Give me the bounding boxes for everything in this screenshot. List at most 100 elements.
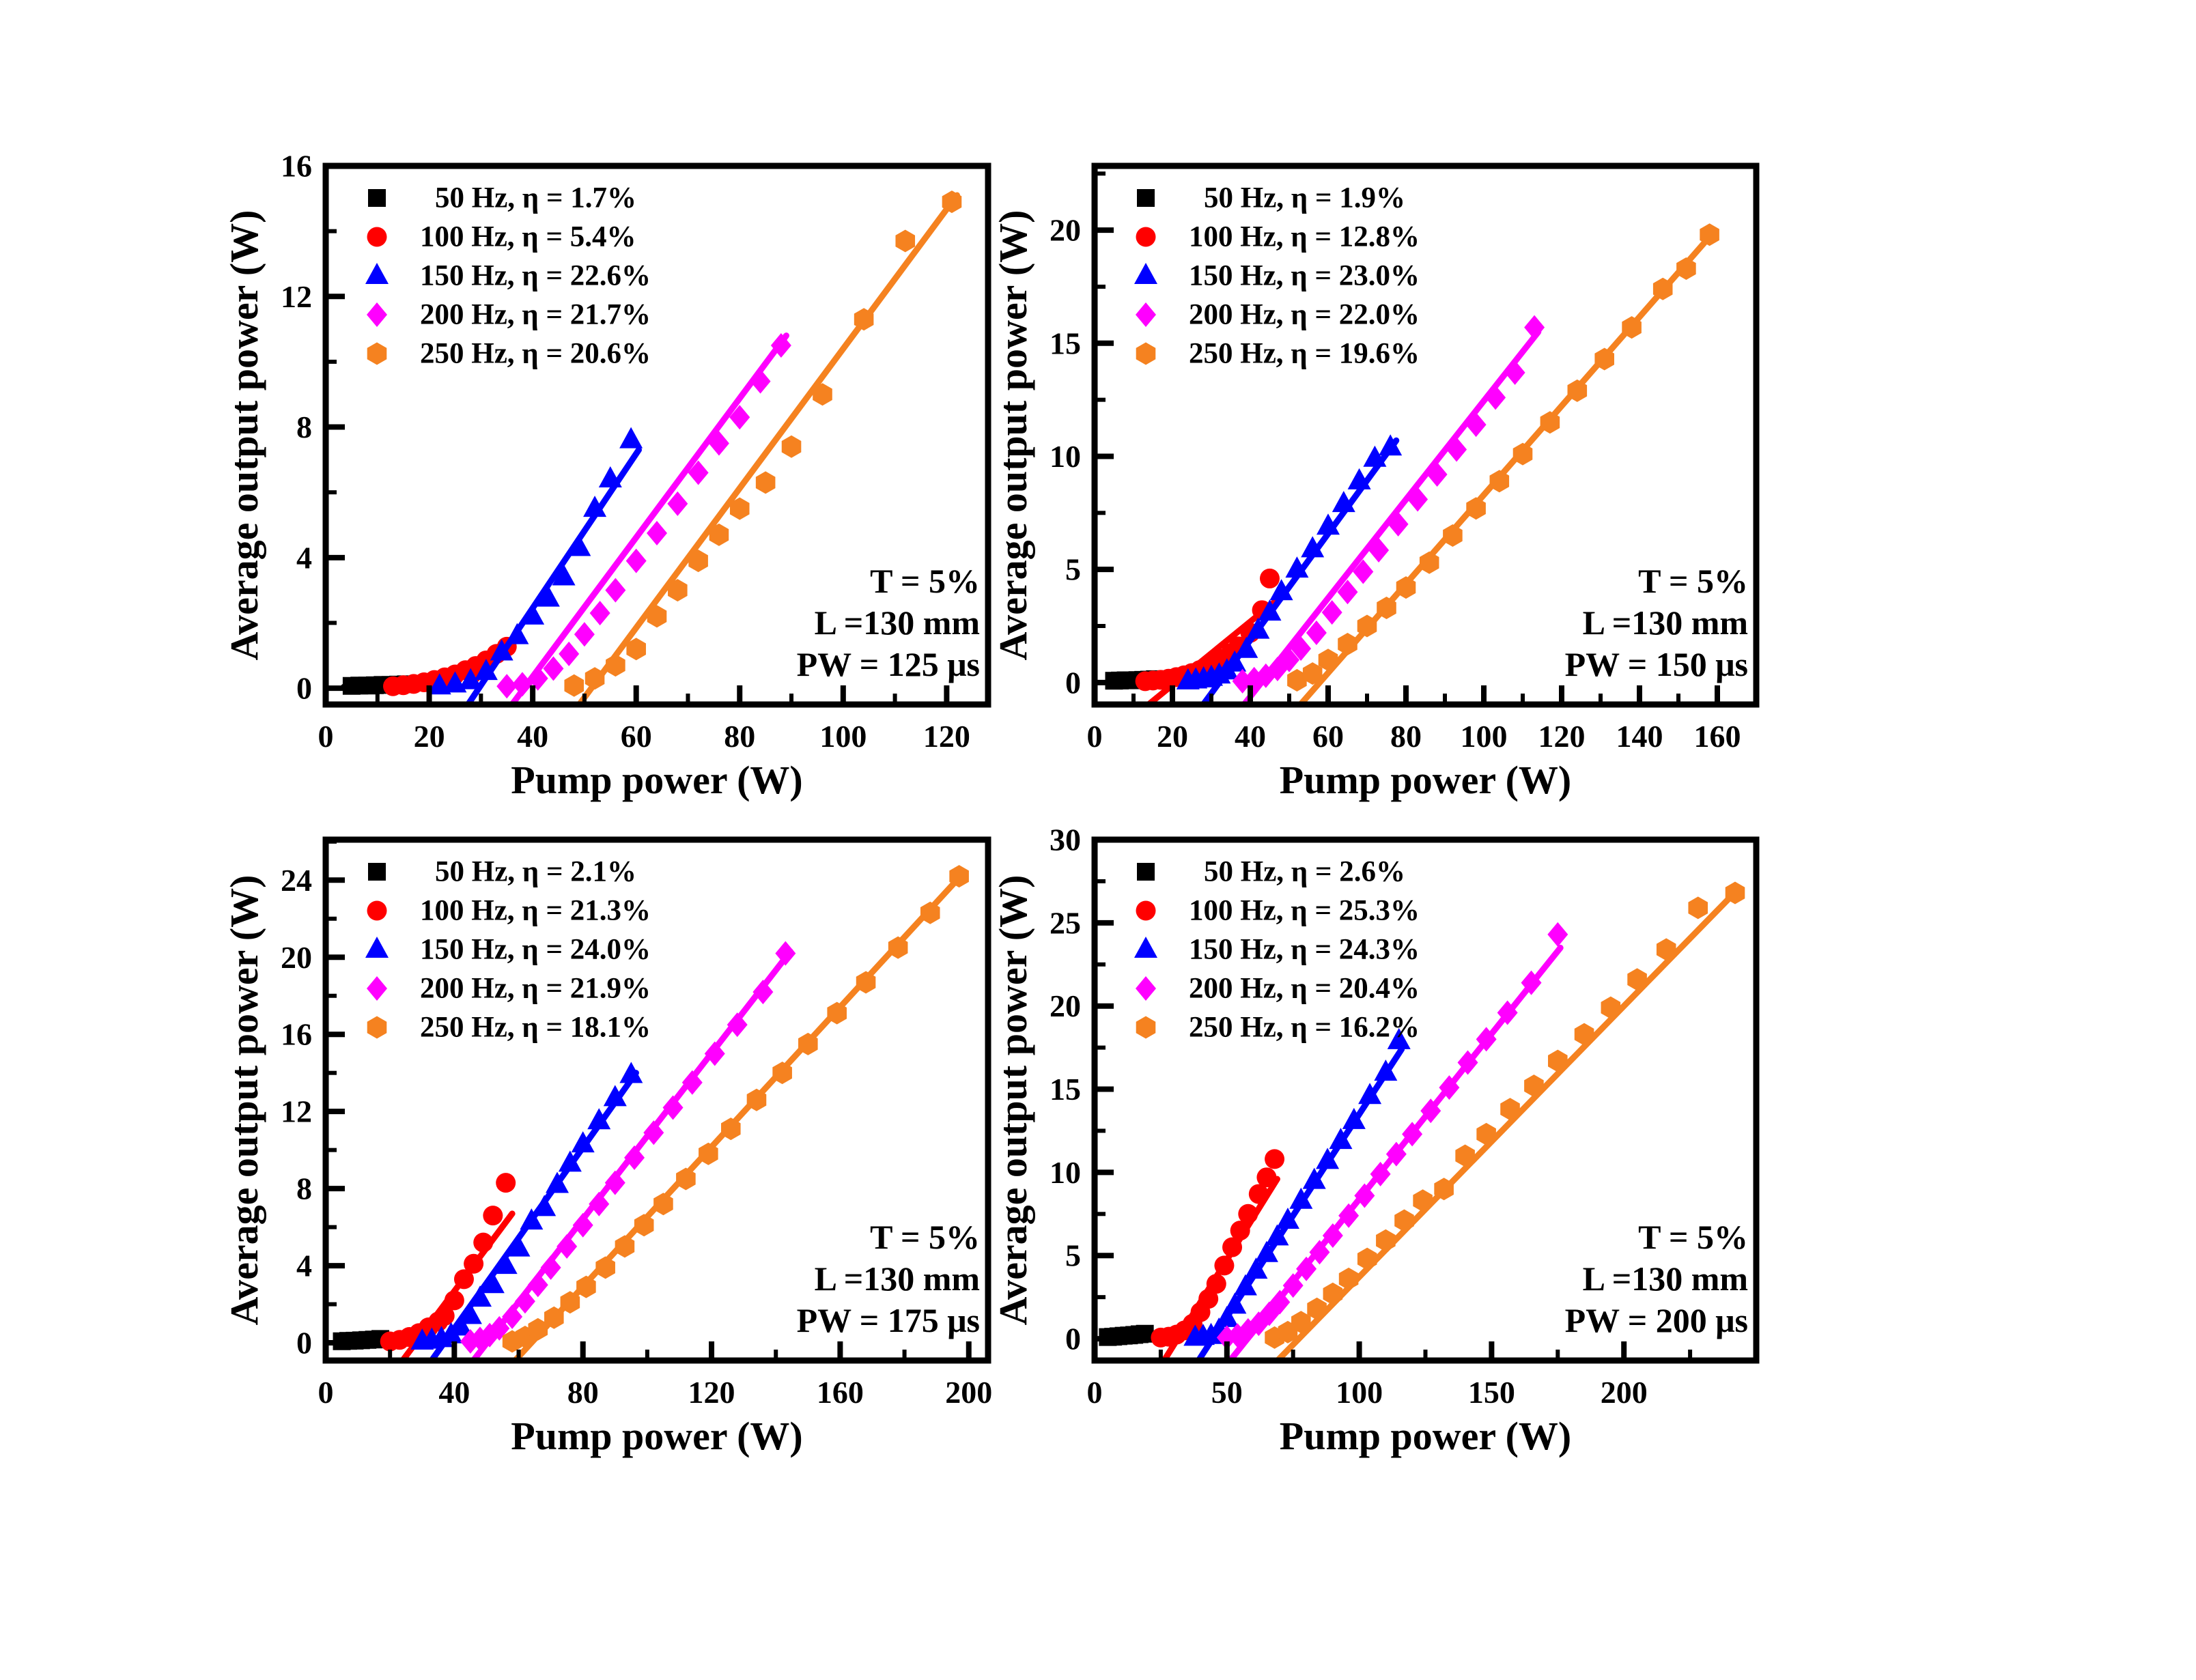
data-point [1260,568,1280,588]
series-150hz-markers [1176,434,1403,689]
data-point [1321,600,1342,625]
data-point [1434,1178,1454,1201]
data-point [1457,1050,1478,1075]
data-point [708,431,729,456]
x-axis-label: Pump power (W) [1280,1414,1571,1458]
data-point [1296,1256,1317,1281]
data-point [576,1275,596,1298]
data-point [459,668,483,689]
y-tick-label: 24 [281,863,312,898]
panel-pw-125: 0 20 40 60 80 100 120 0 4 8 12 16 Pump power (W) Aver… [222,149,991,802]
y-tick-label: 5 [1065,1238,1081,1273]
data-point [1512,442,1533,466]
data-point [681,1070,703,1095]
y-tick-label: 12 [281,1094,312,1129]
y-tick-label: 20 [1050,213,1081,248]
data-point [704,1041,725,1066]
data-point [1248,1184,1269,1204]
data-point [1287,669,1307,692]
series-50hz-markers [1099,1324,1154,1346]
data-point [489,1315,510,1341]
legend-label: 200 Hz, η = 22.0% [1189,299,1420,331]
data-point [888,936,908,959]
y-tick-label: 0 [296,1326,312,1361]
data-point [528,1318,548,1341]
legend-marker-diamond-icon [367,302,387,327]
data-point [520,1208,544,1230]
data-point [1357,614,1377,638]
data-point [571,1131,595,1153]
data-point [729,405,750,430]
data-point [511,672,533,697]
data-point [464,1253,484,1274]
data-point [1254,1240,1278,1262]
legend-marker-hexagon-icon [1136,1016,1156,1039]
series-layer [341,190,962,704]
data-point [1396,576,1416,599]
data-point [1407,487,1428,512]
x-tick-label: 60 [1312,719,1344,754]
data-point [1521,970,1542,995]
x-tick-label: 100 [819,719,867,754]
plot-box [1091,162,1760,708]
data-point [775,941,796,966]
data-point [626,638,646,661]
series-50hz-markers [333,1330,390,1350]
data-point [1567,379,1588,402]
legend-marker-hexagon-icon [367,342,387,365]
data-point [507,1235,531,1257]
data-point [1497,1000,1518,1025]
annotation-line: PW = 175 μs [797,1301,980,1339]
data-point [585,667,605,690]
data-point [1688,896,1708,920]
legend-label: 150 Hz, η = 22.6% [420,260,651,292]
data-point [505,623,529,644]
x-tick-label: 40 [517,719,548,754]
data-point [1235,636,1258,658]
data-point [540,1255,561,1280]
data-point [854,308,874,331]
annotation-line: T = 5% [1638,1218,1748,1256]
data-point [1652,277,1673,300]
legend-label: 50 Hz, η = 2.6% [1204,856,1405,888]
series-200hz-markers [1216,922,1568,1350]
y-axis-label: Average output power (W) [222,210,266,661]
data-point [1504,360,1525,385]
data-point [1282,1273,1304,1298]
legend-marker-diamond-icon [367,976,387,1001]
y-tick-label: 25 [1050,905,1081,940]
data-point [798,1032,818,1055]
data-point [1700,223,1719,246]
data-point [619,1062,643,1083]
data-point [1540,411,1560,434]
x-tick-label: 150 [1468,1375,1515,1410]
legend-label: 250 Hz, η = 18.1% [420,1012,651,1044]
annotation-line: L =130 mm [815,1259,980,1298]
series-250hz-markers [564,190,962,697]
data-point [560,1291,580,1314]
data-point [557,1234,578,1259]
data-point [444,1290,464,1311]
data-point [709,523,729,546]
data-point [1476,1027,1497,1052]
data-point [595,1256,615,1279]
data-point [615,1235,635,1258]
data-point [619,427,643,449]
legend-marker-circle-icon [1136,900,1156,921]
data-point [558,1150,582,1172]
data-point [521,603,545,625]
data-point [473,1232,494,1253]
data-point [496,674,518,699]
x-tick-label: 80 [724,719,755,754]
series-layer [333,865,969,1361]
data-point [755,471,776,494]
data-point [483,1206,503,1226]
data-point [1302,662,1323,685]
y-tick-label: 8 [296,410,312,444]
data-point [895,229,916,253]
data-point [699,1142,718,1165]
data-point [752,980,774,1005]
data-point [1342,1107,1366,1129]
x-tick-label: 0 [1087,1375,1103,1410]
x-tick-label: 60 [621,719,652,754]
